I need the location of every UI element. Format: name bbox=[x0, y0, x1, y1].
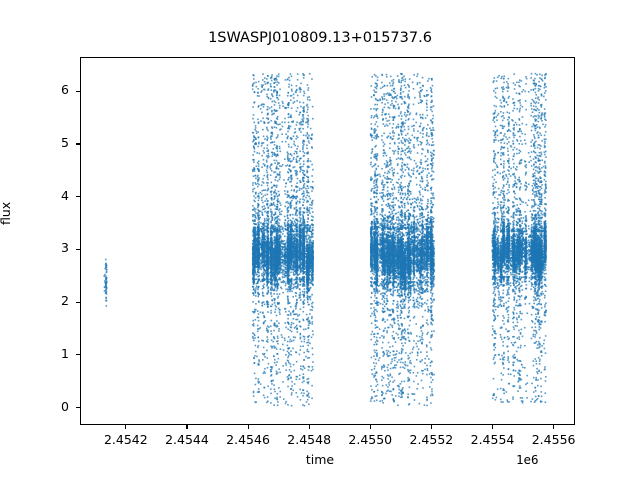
y-tick-mark bbox=[76, 143, 80, 145]
y-tick-mark bbox=[76, 301, 80, 303]
y-tick-label: 2 bbox=[61, 293, 69, 309]
x-tick-mark bbox=[369, 425, 371, 429]
y-tick-label: 5 bbox=[61, 134, 69, 150]
x-tick-label: 2.4552 bbox=[409, 432, 454, 447]
x-tick-label: 2.4550 bbox=[348, 432, 393, 447]
scatter-plot-canvas bbox=[81, 58, 574, 424]
x-axis-offset-label: 1e6 bbox=[516, 452, 539, 467]
y-tick-label: 4 bbox=[61, 187, 69, 203]
x-tick-mark bbox=[247, 425, 249, 429]
x-tick-label: 2.4544 bbox=[165, 432, 209, 447]
x-axis-label: time bbox=[305, 452, 335, 467]
x-tick-mark bbox=[186, 425, 188, 429]
x-tick-label: 2.4554 bbox=[470, 432, 515, 447]
y-tick-mark bbox=[76, 354, 80, 356]
x-tick-label: 2.4546 bbox=[226, 432, 270, 447]
y-tick-mark bbox=[76, 196, 80, 198]
page-title: 1SWASPJ010809.13+015737.6 bbox=[208, 30, 432, 46]
y-tick-label: 0 bbox=[61, 398, 69, 414]
x-tick-mark bbox=[430, 425, 432, 429]
x-tick-label: 2.4548 bbox=[287, 432, 332, 447]
y-tick-label: 3 bbox=[61, 240, 69, 256]
y-tick-mark bbox=[76, 90, 80, 92]
x-tick-mark bbox=[553, 425, 555, 429]
x-tick-mark bbox=[492, 425, 494, 429]
x-tick-mark bbox=[125, 425, 127, 429]
y-tick-mark bbox=[76, 248, 80, 251]
y-tick-label: 1 bbox=[61, 345, 69, 361]
x-tick-label: 2.4542 bbox=[103, 432, 148, 447]
y-tick-mark bbox=[76, 407, 80, 409]
y-tick-label: 6 bbox=[61, 82, 69, 98]
x-tick-label: 2.4556 bbox=[531, 432, 576, 447]
y-axis-label: flux bbox=[0, 201, 13, 225]
x-tick-mark bbox=[308, 425, 310, 429]
